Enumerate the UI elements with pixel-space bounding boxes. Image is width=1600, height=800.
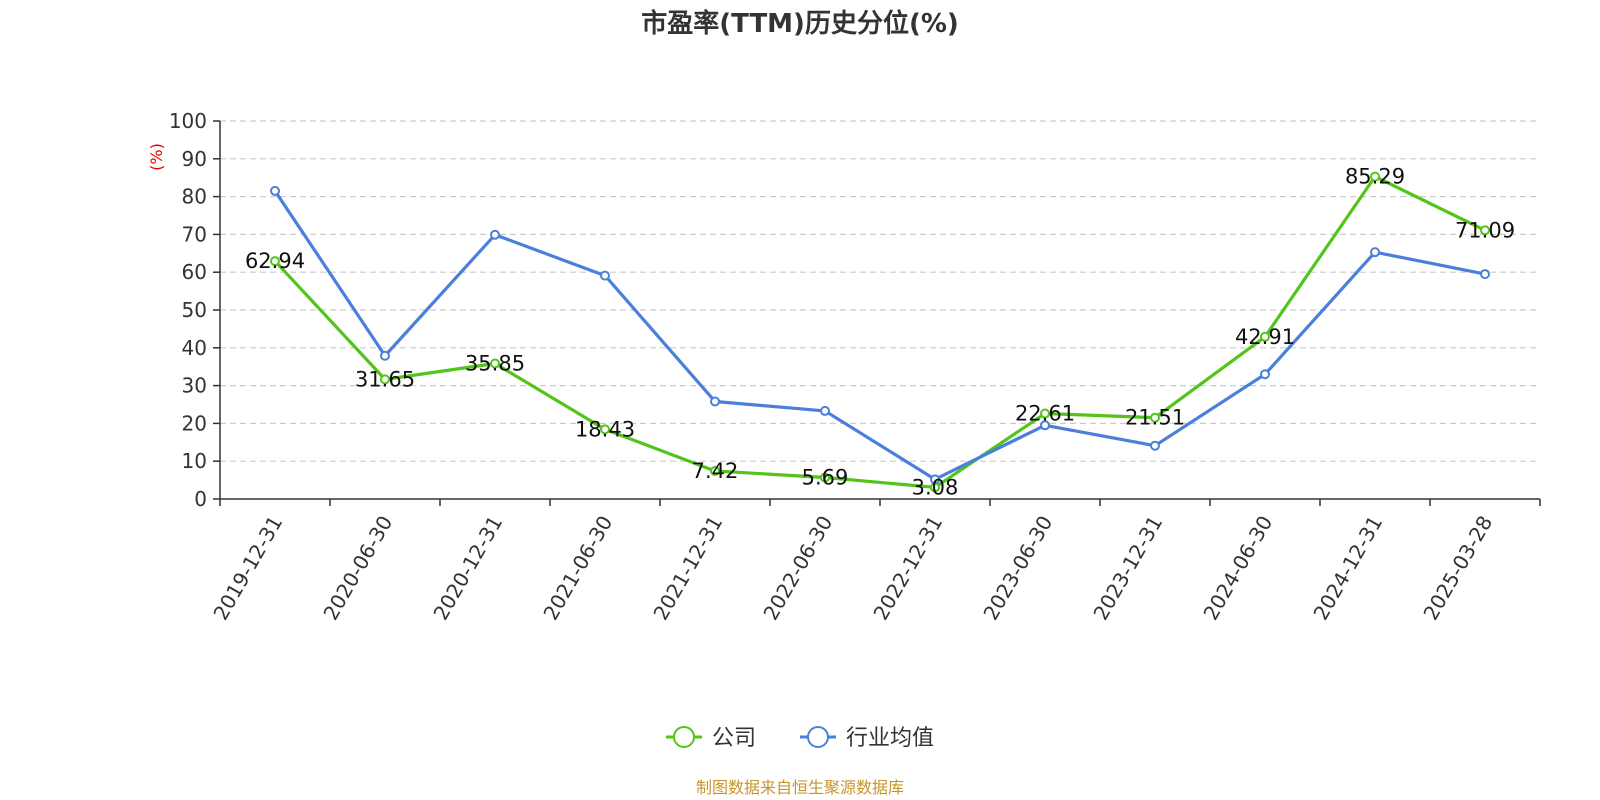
x-tick-label: 2019-12-31 <box>208 512 287 625</box>
series-group: 62.94 31.65 35.85 18.43 7.42 5.69 3.08 22.61 21.… <box>245 165 1515 500</box>
data-point[interactable] <box>1480 225 1490 236</box>
series-line <box>273 175 1486 489</box>
x-tick-label: 2021-06-30 <box>538 512 617 625</box>
data-label: 21.51 <box>1125 406 1185 430</box>
legend-item-company[interactable]: 公司 <box>666 726 756 751</box>
data-point[interactable] <box>1370 171 1380 182</box>
legend-marker <box>673 726 695 748</box>
y-tick-label: 20 <box>182 411 207 435</box>
chart-title: 市盈率(TTM)历史分位(%) <box>641 8 959 39</box>
y-tick-label: 60 <box>182 260 207 284</box>
x-tick-label: 2024-06-30 <box>1198 512 1277 625</box>
y-tick-label: 30 <box>182 374 207 398</box>
y-tick-label: 10 <box>182 449 207 473</box>
legend-item-industry-average[interactable]: 行业均值 <box>800 726 934 751</box>
y-tick-label: 0 <box>194 487 207 511</box>
x-tick-label: 2022-06-30 <box>758 512 837 625</box>
data-point[interactable] <box>380 350 390 361</box>
data-label: 42.91 <box>1235 325 1295 349</box>
x-tick-label: 2022-12-31 <box>868 512 947 625</box>
x-tick-label: 2021-12-31 <box>648 512 727 625</box>
y-tick-label: 100 <box>169 109 207 133</box>
data-label: 22.61 <box>1015 402 1075 426</box>
data-point[interactable] <box>600 424 610 435</box>
series-industry-average <box>270 185 1490 485</box>
data-point[interactable] <box>270 185 280 196</box>
data-label: 7.42 <box>692 459 739 483</box>
y-tick-label: 90 <box>182 147 207 171</box>
data-point[interactable] <box>490 358 500 369</box>
data-point[interactable] <box>820 405 830 416</box>
y-tick-labels: 0 10 20 30 40 50 60 70 80 90 100 <box>169 109 207 511</box>
legend-label: 行业均值 <box>846 726 934 751</box>
x-tick-labels: 2019-12-31 2020-06-30 2020-12-31 2021-06-30… <box>208 512 1497 625</box>
data-point[interactable] <box>380 374 390 385</box>
y-tick-label: 50 <box>182 298 207 322</box>
data-label: 3.08 <box>912 475 959 499</box>
data-point[interactable] <box>490 229 500 240</box>
data-point[interactable] <box>710 465 720 476</box>
series-company <box>270 171 1490 493</box>
data-point[interactable] <box>1040 420 1050 431</box>
axes <box>213 120 1541 506</box>
data-label: 18.43 <box>575 417 635 441</box>
x-tick-label: 2023-06-30 <box>978 512 1057 625</box>
grid-lines <box>220 120 1540 462</box>
data-point[interactable] <box>270 256 280 267</box>
data-point[interactable] <box>1260 331 1270 342</box>
data-label: 31.65 <box>355 367 415 391</box>
data-point[interactable] <box>710 396 720 407</box>
y-tick-label: 40 <box>182 336 207 360</box>
y-axis-unit: (%) <box>147 143 166 171</box>
data-source-note: 制图数据来自恒生聚源数据库 <box>696 778 904 797</box>
series-line <box>273 190 1486 481</box>
x-tick-label: 2024-12-31 <box>1308 512 1387 625</box>
y-tick-label: 70 <box>182 222 207 246</box>
x-tick-label: 2020-12-31 <box>428 512 507 625</box>
y-tick-label: 80 <box>182 185 207 209</box>
x-tick-label: 2023-12-31 <box>1088 512 1167 625</box>
data-point[interactable] <box>1370 247 1380 258</box>
data-point[interactable] <box>1480 269 1490 280</box>
data-label: 71.09 <box>1455 218 1515 242</box>
x-tick-label: 2020-06-30 <box>318 512 397 625</box>
data-point[interactable] <box>930 474 940 485</box>
data-point[interactable] <box>1150 440 1160 451</box>
data-point[interactable] <box>820 472 830 483</box>
data-label: 35.85 <box>465 351 525 375</box>
legend-label: 公司 <box>712 726 756 751</box>
data-point[interactable] <box>1150 412 1160 423</box>
data-labels: 62.94 31.65 35.85 18.43 7.42 5.69 3.08 22.61 21.… <box>245 165 1515 500</box>
data-label: 5.69 <box>802 465 849 489</box>
legend-marker <box>807 726 829 748</box>
data-label: 62.94 <box>245 249 305 273</box>
data-point[interactable] <box>1260 369 1270 380</box>
data-point[interactable] <box>600 270 610 281</box>
x-tick-label: 2025-03-28 <box>1418 512 1497 625</box>
legend[interactable]: 公司 行业均值 <box>666 726 934 751</box>
data-point[interactable] <box>1040 408 1050 419</box>
data-label: 85.29 <box>1345 165 1405 189</box>
